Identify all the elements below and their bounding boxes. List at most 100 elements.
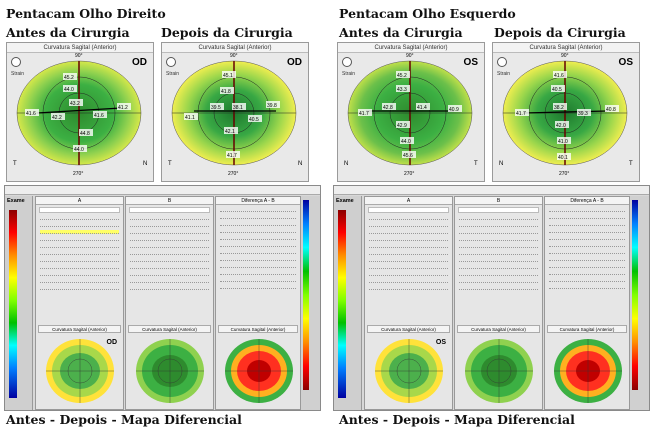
data-line [369,286,448,290]
magnifier-icon[interactable] [11,57,21,67]
scale-title: Exame [7,198,25,204]
data-line [549,222,625,226]
data-line [130,244,209,248]
exam-field[interactable] [39,207,120,213]
column-title: A [365,197,452,205]
data-line [40,216,119,220]
map-header: Curvatura Sagital (Anterior) [493,43,639,53]
eye-label: OD [106,339,118,346]
data-line [40,258,119,262]
data-line [220,208,296,212]
sub-title: Curvatura Sagital (Anterior) [128,325,211,333]
data-line [549,208,625,212]
map-value: 42.9 [397,123,407,129]
sub-title: Curvatura Sagital (Anterior) [367,325,450,333]
eye-label: OS [463,57,478,68]
data-line [40,251,119,255]
svg-text:270°: 270° [228,171,238,177]
map-value: 39.3 [578,111,588,117]
mini-map [465,339,533,403]
data-line [459,286,538,290]
map-value: 42.0 [556,123,566,129]
column-a: A Curvatura Sagital (Anterior) OD [35,196,124,410]
strain-label: Strain [342,71,356,77]
data-line [40,223,119,227]
right-before-label: Antes da Cirurgia [339,25,463,40]
data-line [40,272,119,276]
map-value: 40.1 [558,155,568,161]
svg-text:T: T [13,161,17,167]
column-title: B [126,197,213,205]
strain-label: Strain [11,71,25,77]
data-line [130,272,209,276]
right-title: Pentacam Olho Esquerdo [339,6,516,21]
color-scale: Exame [334,196,362,410]
map-value: 41.6 [554,73,564,79]
data-line [220,271,296,275]
data-line [220,264,296,268]
data-line [459,265,538,269]
map-value: 41.4 [417,105,427,111]
map-value: 41.6 [26,111,36,117]
magnifier-icon[interactable] [497,57,507,67]
svg-text:90°: 90° [75,53,83,59]
diff-scale-bar [632,200,638,390]
data-line [130,230,209,234]
data-line [459,223,538,227]
panel-top-bar [334,186,649,195]
data-line [549,264,625,268]
column-diff: Diferença A - B Curvatura Sagital (Anter… [215,196,301,410]
map-value: 40.5 [552,87,562,93]
topography-map: 90° T N 270° 45.1 41.8 39.5 38.1 41.1 39… [168,53,302,177]
map-value: 41.0 [558,139,568,145]
column-b: B Curvatura Sagital (Anterior) [125,196,214,410]
right-after-label: Depois da Cirurgia [494,25,626,40]
diff-scale [629,196,649,410]
map-value: 45.2 [64,75,74,81]
map-value: 45.6 [403,153,413,159]
map-value: 44.0 [74,147,84,153]
right-bottom-label: Antes - Depois - Mapa Diferencial [339,412,575,427]
column-title: A [36,197,123,205]
sub-title[interactable]: Curvatura Sagital (Anterior) [547,325,627,333]
data-line [459,216,538,220]
sub-title[interactable]: Curvatura Sagital (Anterior) [218,325,298,333]
data-line [369,237,448,241]
left-title: Pentacam Olho Direito [6,6,166,21]
left-comparison-panel: Exame A Curvatura Sagital (Anterior) [4,185,321,411]
magnifier-icon[interactable] [166,57,176,67]
topography-map: 90° N T 270° 45.2 43.3 42.8 41.4 41.7 40… [344,53,478,177]
map-value: 44.0 [401,139,411,145]
map-value: 39.5 [211,105,221,111]
sub-title: Curvatura Sagital (Anterior) [38,325,121,333]
right-after-map: Curvatura Sagital (Anterior) Strain OS 9… [492,42,640,182]
right-comparison-panel: Exame A Curvatura Sagital (Anterior) [333,185,650,411]
map-value: 42.2 [52,115,62,121]
data-line [369,223,448,227]
exam-field[interactable] [368,207,449,213]
data-line [220,278,296,282]
eye-label: OD [287,57,302,68]
data-line [459,258,538,262]
difference-map [225,339,293,403]
svg-text:T: T [168,161,172,167]
map-value: 41.2 [118,105,128,111]
map-value: 41.1 [185,115,195,121]
map-value: 41.7 [359,111,369,117]
eye-label: OS [435,339,446,346]
data-line [369,265,448,269]
data-line [459,272,538,276]
exam-field[interactable] [458,207,539,213]
data-line [40,279,119,283]
svg-text:270°: 270° [559,171,569,177]
sub-title: Curvatura Sagital (Anterior) [457,325,540,333]
data-line [549,285,625,289]
data-line [369,251,448,255]
svg-text:90°: 90° [230,53,238,59]
magnifier-icon[interactable] [342,57,352,67]
data-line [549,250,625,254]
data-line [130,223,209,227]
map-value: 38.2 [554,105,564,111]
exam-field[interactable] [129,207,210,213]
svg-text:90°: 90° [561,53,569,59]
